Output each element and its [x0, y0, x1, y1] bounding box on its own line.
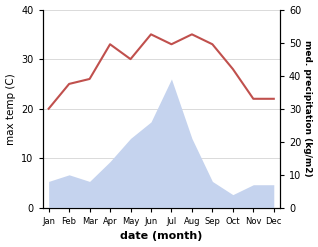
Y-axis label: max temp (C): max temp (C)	[5, 73, 16, 144]
Y-axis label: med. precipitation (kg/m2): med. precipitation (kg/m2)	[303, 41, 313, 177]
X-axis label: date (month): date (month)	[120, 231, 203, 242]
